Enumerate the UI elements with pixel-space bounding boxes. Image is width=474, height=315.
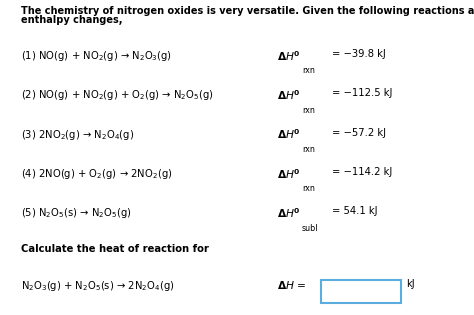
Text: rxn: rxn: [302, 145, 315, 154]
Text: = −57.2 kJ: = −57.2 kJ: [332, 128, 386, 138]
Text: $\mathbf{\Delta \mathit{H}}^{\mathbf{0}}$: $\mathbf{\Delta \mathit{H}}^{\mathbf{0}}…: [277, 206, 301, 220]
Text: (1) NO(g) + NO$_2$(g) → N$_2$O$_3$(g): (1) NO(g) + NO$_2$(g) → N$_2$O$_3$(g): [21, 49, 173, 63]
Text: Calculate the heat of reaction for: Calculate the heat of reaction for: [21, 244, 209, 254]
Text: $\mathbf{\Delta \mathit{H}}^{\mathbf{0}}$: $\mathbf{\Delta \mathit{H}}^{\mathbf{0}}…: [277, 167, 301, 181]
Text: rxn: rxn: [302, 184, 315, 193]
Text: (2) NO(g) + NO$_2$(g) + O$_2$(g) → N$_2$O$_5$(g): (2) NO(g) + NO$_2$(g) + O$_2$(g) → N$_2$…: [21, 88, 214, 102]
Text: (5) N$_2$O$_5$(s) → N$_2$O$_5$(g): (5) N$_2$O$_5$(s) → N$_2$O$_5$(g): [21, 206, 132, 220]
Text: $\mathbf{\Delta \mathit{H}}^{\mathbf{0}}$: $\mathbf{\Delta \mathit{H}}^{\mathbf{0}}…: [277, 88, 301, 102]
Text: $\mathbf{\Delta \mathit{H}}^{\mathbf{0}}$: $\mathbf{\Delta \mathit{H}}^{\mathbf{0}}…: [277, 49, 301, 63]
Text: = 54.1 kJ: = 54.1 kJ: [332, 206, 377, 216]
Text: rxn: rxn: [302, 106, 315, 115]
Text: rxn: rxn: [302, 66, 315, 75]
Text: enthalpy changes,: enthalpy changes,: [21, 15, 123, 25]
Text: = −114.2 kJ: = −114.2 kJ: [332, 167, 392, 177]
Text: = −112.5 kJ: = −112.5 kJ: [332, 88, 392, 98]
Text: $\mathbf{\Delta \mathit{H}}^{\mathbf{0}}$: $\mathbf{\Delta \mathit{H}}^{\mathbf{0}}…: [277, 128, 301, 141]
Text: $\mathbf{\Delta \mathit{H}}$ =: $\mathbf{\Delta \mathit{H}}$ =: [277, 279, 307, 291]
Text: subl: subl: [302, 224, 319, 233]
Text: (4) 2NO(g) + O$_2$(g) → 2NO$_2$(g): (4) 2NO(g) + O$_2$(g) → 2NO$_2$(g): [21, 167, 173, 181]
Text: (3) 2NO$_2$(g) → N$_2$O$_4$(g): (3) 2NO$_2$(g) → N$_2$O$_4$(g): [21, 128, 135, 141]
Text: The chemistry of nitrogen oxides is very versatile. Given the following reaction: The chemistry of nitrogen oxides is very…: [21, 6, 474, 16]
FancyBboxPatch shape: [321, 280, 401, 303]
Text: = −39.8 kJ: = −39.8 kJ: [332, 49, 385, 59]
Text: kJ: kJ: [406, 279, 415, 289]
Text: N$_2$O$_3$(g) + N$_2$O$_5$(s) → 2N$_2$O$_4$(g): N$_2$O$_3$(g) + N$_2$O$_5$(s) → 2N$_2$O$…: [21, 279, 175, 293]
